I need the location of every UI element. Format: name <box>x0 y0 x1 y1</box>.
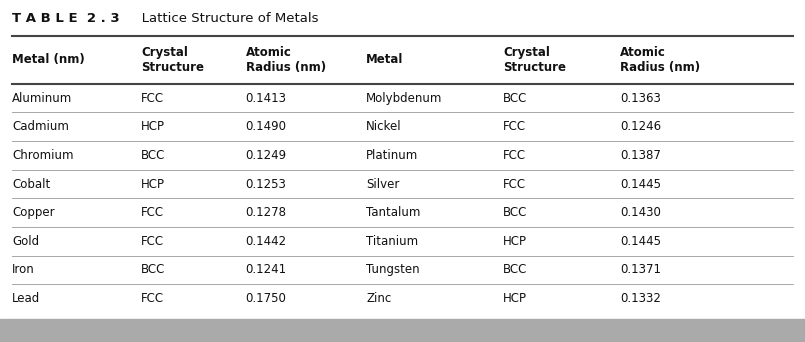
Text: 0.1253: 0.1253 <box>246 177 287 190</box>
Text: FCC: FCC <box>503 120 526 133</box>
Text: BCC: BCC <box>141 149 165 162</box>
Text: Crystal
Structure: Crystal Structure <box>503 46 566 74</box>
Text: 0.1442: 0.1442 <box>246 235 287 248</box>
Text: Gold: Gold <box>12 235 39 248</box>
Text: 0.1445: 0.1445 <box>620 177 661 190</box>
Text: Tungsten: Tungsten <box>366 263 420 276</box>
Text: FCC: FCC <box>503 177 526 190</box>
Text: 0.1750: 0.1750 <box>246 292 287 305</box>
Text: BCC: BCC <box>503 263 527 276</box>
Text: Aluminum: Aluminum <box>12 92 72 105</box>
Text: 0.1445: 0.1445 <box>620 235 661 248</box>
Text: 0.1278: 0.1278 <box>246 206 287 219</box>
Text: Cobalt: Cobalt <box>12 177 51 190</box>
Text: Iron: Iron <box>12 263 35 276</box>
Text: 0.1387: 0.1387 <box>620 149 661 162</box>
Text: 0.1371: 0.1371 <box>620 263 661 276</box>
Text: BCC: BCC <box>141 263 165 276</box>
Text: FCC: FCC <box>503 149 526 162</box>
Text: 0.1490: 0.1490 <box>246 120 287 133</box>
Text: BCC: BCC <box>503 92 527 105</box>
Text: Zinc: Zinc <box>366 292 391 305</box>
Text: 0.1413: 0.1413 <box>246 92 287 105</box>
Text: Molybdenum: Molybdenum <box>366 92 443 105</box>
Text: Lattice Structure of Metals: Lattice Structure of Metals <box>129 12 318 25</box>
Text: FCC: FCC <box>141 92 164 105</box>
Text: HCP: HCP <box>141 177 165 190</box>
Text: Crystal
Structure: Crystal Structure <box>141 46 204 74</box>
Text: HCP: HCP <box>503 292 527 305</box>
Text: HCP: HCP <box>503 235 527 248</box>
Text: 0.1332: 0.1332 <box>620 292 661 305</box>
Text: Metal: Metal <box>366 53 403 66</box>
Text: 0.1430: 0.1430 <box>620 206 661 219</box>
Bar <box>0 319 805 342</box>
Text: Atomic
Radius (nm): Atomic Radius (nm) <box>246 46 326 74</box>
Text: 0.1249: 0.1249 <box>246 149 287 162</box>
Text: FCC: FCC <box>141 206 164 219</box>
Text: Tantalum: Tantalum <box>366 206 421 219</box>
Text: HCP: HCP <box>141 120 165 133</box>
Text: BCC: BCC <box>503 206 527 219</box>
Text: T A B L E  2 . 3: T A B L E 2 . 3 <box>12 12 120 25</box>
Text: Chromium: Chromium <box>12 149 73 162</box>
Text: Copper: Copper <box>12 206 55 219</box>
Text: Nickel: Nickel <box>366 120 402 133</box>
Text: Platinum: Platinum <box>366 149 419 162</box>
Text: Silver: Silver <box>366 177 399 190</box>
Text: Lead: Lead <box>12 292 40 305</box>
Text: FCC: FCC <box>141 235 164 248</box>
Text: 0.1241: 0.1241 <box>246 263 287 276</box>
Text: Titanium: Titanium <box>366 235 419 248</box>
Text: FCC: FCC <box>141 292 164 305</box>
Text: 0.1246: 0.1246 <box>620 120 661 133</box>
Text: Metal (nm): Metal (nm) <box>12 53 85 66</box>
Text: Cadmium: Cadmium <box>12 120 69 133</box>
Text: Atomic
Radius (nm): Atomic Radius (nm) <box>620 46 700 74</box>
Text: 0.1363: 0.1363 <box>620 92 661 105</box>
